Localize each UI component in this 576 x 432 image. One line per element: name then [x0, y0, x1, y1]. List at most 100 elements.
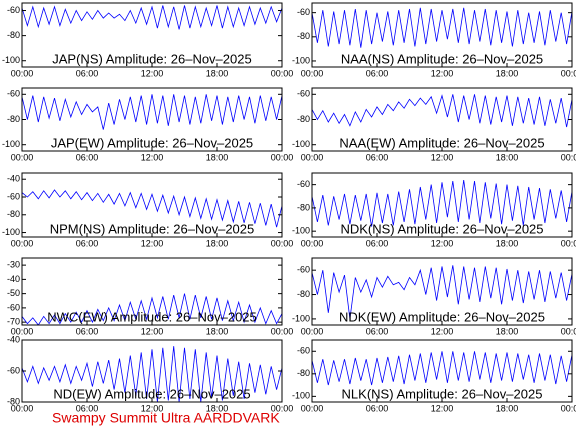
- amplitude-line: [22, 5, 282, 30]
- amplitude-line: [312, 351, 572, 386]
- x-tick-label: 06:00: [76, 403, 99, 413]
- amplitude-line: [22, 346, 282, 402]
- y-tick-label: -50: [7, 288, 20, 298]
- x-tick-label: 18:00: [496, 403, 519, 413]
- x-tick-label: 00:00: [301, 152, 324, 162]
- x-tick-label: 00:00: [561, 403, 576, 413]
- x-tick-label: 00:00: [561, 326, 576, 336]
- y-tick-label: -40: [7, 274, 20, 284]
- x-tick-label: 00:00: [301, 238, 324, 248]
- x-tick-label: 00:00: [271, 238, 294, 248]
- y-tick-label: -100: [292, 391, 310, 401]
- chart-title: NPM(NS) Amplitude: 26–Nov–2025: [50, 221, 255, 236]
- x-tick-label: 12:00: [431, 152, 454, 162]
- y-tick-label: -80: [297, 289, 310, 299]
- x-tick-label: 18:00: [206, 68, 229, 78]
- y-tick-label: -60: [297, 89, 310, 99]
- chart-title: NWC(EW) Amplitude: 26–Nov–2025: [47, 309, 257, 324]
- y-tick-label: -60: [7, 365, 20, 375]
- x-tick-label: 18:00: [206, 326, 229, 336]
- x-tick-label: 06:00: [366, 68, 389, 78]
- x-tick-label: 00:00: [301, 403, 324, 413]
- chart-title: NAA(NS) Amplitude: 26–Nov–2025: [341, 51, 543, 66]
- x-tick-label: 06:00: [366, 152, 389, 162]
- y-tick-label: -60: [7, 302, 20, 312]
- amplitude-line: [22, 94, 282, 130]
- y-tick-label: -60: [297, 7, 310, 17]
- x-tick-label: 18:00: [496, 152, 519, 162]
- x-tick-label: 00:00: [301, 68, 324, 78]
- amplitude-line: [312, 7, 572, 48]
- y-tick-label: -100: [292, 55, 310, 65]
- x-tick-label: 06:00: [76, 152, 99, 162]
- amplitude-line: [312, 94, 572, 128]
- x-tick-label: 06:00: [76, 68, 99, 78]
- x-tick-label: 12:00: [141, 68, 164, 78]
- amplitude-line: [22, 293, 282, 325]
- y-tick-label: -100: [2, 55, 20, 65]
- x-tick-label: 00:00: [271, 326, 294, 336]
- chart-title: ND(EW) Amplitude: 26–Nov–2025: [53, 386, 250, 401]
- y-tick-label: -30: [7, 260, 20, 270]
- y-tick-label: -80: [7, 30, 20, 40]
- x-tick-label: 00:00: [271, 152, 294, 162]
- x-tick-label: 00:00: [11, 403, 34, 413]
- x-tick-label: 12:00: [141, 326, 164, 336]
- chart-title: JAP(NS) Amplitude: 26–Nov–2025: [52, 51, 251, 66]
- amplitude-line: [22, 189, 282, 228]
- x-tick-label: 18:00: [496, 238, 519, 248]
- x-tick-label: 06:00: [76, 326, 99, 336]
- y-tick-label: -60: [297, 179, 310, 189]
- x-tick-label: 12:00: [431, 326, 454, 336]
- x-tick-label: 00:00: [11, 238, 34, 248]
- y-tick-label: -60: [7, 89, 20, 99]
- x-tick-label: 18:00: [496, 68, 519, 78]
- y-tick-label: -80: [7, 114, 20, 124]
- caption: Swampy Summit Ultra AARDDVARK: [52, 410, 280, 426]
- x-tick-label: 00:00: [11, 68, 34, 78]
- x-tick-label: 12:00: [431, 403, 454, 413]
- x-tick-label: 00:00: [271, 68, 294, 78]
- chart-title: NAA(EW) Amplitude: 26–Nov–2025: [339, 135, 544, 150]
- y-tick-label: -60: [297, 265, 310, 275]
- y-tick-label: -80: [7, 209, 20, 219]
- x-tick-label: 06:00: [366, 403, 389, 413]
- y-tick-label: -80: [297, 202, 310, 212]
- x-tick-label: 06:00: [76, 238, 99, 248]
- chart-title: JAP(EW) Amplitude: 26–Nov–2025: [51, 135, 253, 150]
- x-tick-label: 00:00: [11, 326, 34, 336]
- chart-title: NDK(NS) Amplitude: 26–Nov–2025: [340, 221, 543, 236]
- y-tick-label: -100: [2, 227, 20, 237]
- x-tick-label: 00:00: [271, 403, 294, 413]
- x-tick-label: 12:00: [141, 152, 164, 162]
- x-tick-label: 12:00: [431, 68, 454, 78]
- y-tick-label: -40: [7, 174, 20, 184]
- y-tick-label: -100: [292, 139, 310, 149]
- x-tick-label: 00:00: [561, 152, 576, 162]
- chart-title: NLK(NS) Amplitude: 26–Nov–2025: [342, 386, 543, 401]
- y-tick-label: -80: [297, 114, 310, 124]
- y-tick-label: -100: [2, 139, 20, 149]
- x-tick-label: 12:00: [431, 238, 454, 248]
- amplitude-line: [312, 179, 572, 227]
- x-tick-label: 12:00: [141, 238, 164, 248]
- x-tick-label: 00:00: [11, 152, 34, 162]
- amplitude-line: [312, 265, 572, 319]
- y-tick-label: -40: [7, 334, 20, 344]
- x-tick-label: 00:00: [561, 238, 576, 248]
- y-tick-label: -60: [297, 346, 310, 356]
- y-tick-label: -60: [7, 191, 20, 201]
- y-tick-label: -80: [297, 368, 310, 378]
- x-tick-label: 18:00: [206, 152, 229, 162]
- x-tick-label: 12:00: [141, 403, 164, 413]
- y-tick-label: -80: [7, 396, 20, 406]
- chart-title: NDK(EW) Amplitude: 26–Nov–2025: [339, 309, 545, 324]
- x-tick-label: 00:00: [301, 326, 324, 336]
- y-tick-label: -60: [7, 5, 20, 15]
- x-tick-label: 06:00: [366, 326, 389, 336]
- y-tick-label: -100: [292, 313, 310, 323]
- x-tick-label: 06:00: [366, 238, 389, 248]
- x-tick-label: 00:00: [561, 68, 576, 78]
